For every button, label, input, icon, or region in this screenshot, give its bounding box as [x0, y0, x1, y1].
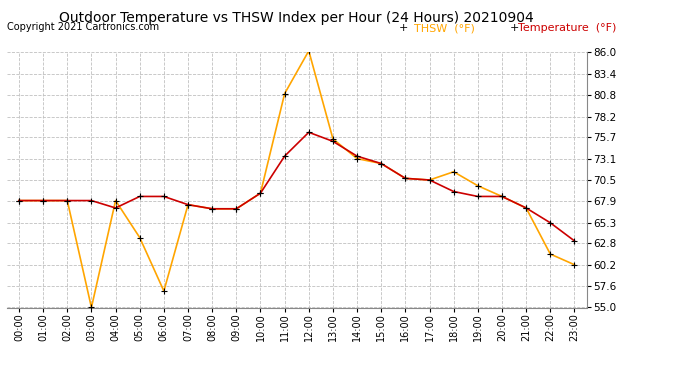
- Text: Outdoor Temperature vs THSW Index per Hour (24 Hours) 20210904: Outdoor Temperature vs THSW Index per Ho…: [59, 11, 534, 25]
- Text: +: +: [509, 23, 519, 33]
- Text: Temperature  (°F): Temperature (°F): [518, 23, 616, 33]
- Text: THSW  (°F): THSW (°F): [414, 23, 475, 33]
- Text: +: +: [399, 23, 408, 33]
- Text: Copyright 2021 Cartronics.com: Copyright 2021 Cartronics.com: [7, 22, 159, 32]
